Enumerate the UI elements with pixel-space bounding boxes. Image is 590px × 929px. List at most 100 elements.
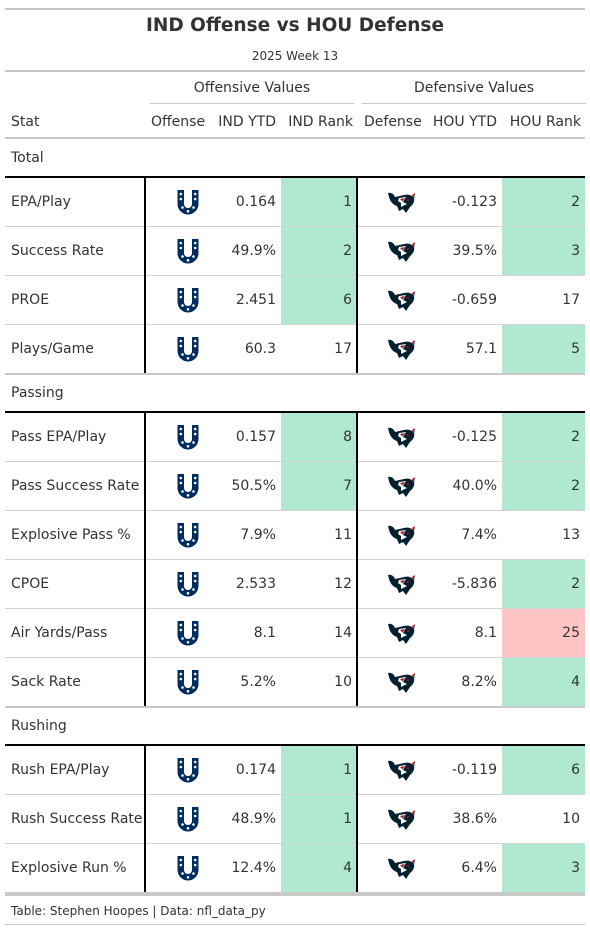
stat-name: Explosive Pass % <box>11 527 131 543</box>
ind-rank-value: 6 <box>281 276 357 324</box>
hou-ytd-value: 8.1 <box>474 625 497 641</box>
row-divider <box>5 843 585 844</box>
texans-logo-icon <box>386 336 416 366</box>
ind-ytd-value: 49.9% <box>231 243 276 259</box>
ind-rank-text: 14 <box>334 625 352 641</box>
bottom-rule <box>5 924 585 925</box>
ind-rank-text: 12 <box>334 576 352 592</box>
colts-logo-icon <box>173 333 203 369</box>
texans-logo-icon <box>386 757 416 787</box>
col-header-ind-rank: IND Rank <box>288 114 353 130</box>
row-divider <box>5 461 585 462</box>
stat-name: Pass EPA/Play <box>11 429 107 445</box>
col-header-ind-ytd: IND YTD <box>218 114 276 130</box>
texans-logo-icon <box>386 238 416 268</box>
ind-rank-text: 6 <box>343 292 352 308</box>
stat-name: Explosive Run % <box>11 860 127 876</box>
ind-rank-value: 1 <box>281 795 357 843</box>
top-rule <box>5 8 585 10</box>
row-divider <box>5 657 585 658</box>
hou-ytd-value: -5.836 <box>451 576 497 592</box>
section-label-rushing: Rushing <box>11 718 67 734</box>
hou-rank-text: 2 <box>571 576 580 592</box>
hou-rank-text: 13 <box>562 527 580 543</box>
col-header-hou-rank: HOU Rank <box>509 114 581 130</box>
table-row: Rush Success Rate 48.9% 1 38.6% 10 <box>5 795 585 844</box>
table-row: Rush EPA/Play 0.174 1 -0.119 6 <box>5 746 585 795</box>
ind-ytd-value: 2.533 <box>235 576 276 592</box>
colts-logo-icon <box>173 754 203 790</box>
table-row: EPA/Play 0.164 1 -0.123 2 <box>5 178 585 227</box>
stat-name: Air Yards/Pass <box>11 625 108 641</box>
col-header-defense: Defense <box>364 114 422 130</box>
hou-rank-text: 25 <box>562 625 580 641</box>
hou-rank-text: 2 <box>571 478 580 494</box>
ind-rank-text: 1 <box>343 194 352 210</box>
texans-logo-icon <box>386 424 416 454</box>
stat-name: CPOE <box>11 576 50 592</box>
hou-rank-text: 3 <box>571 860 580 876</box>
colts-logo-icon <box>173 235 203 271</box>
section-bottom-rule <box>5 706 585 708</box>
hou-rank-value: 17 <box>502 276 585 324</box>
ind-rank-value: 2 <box>281 227 357 275</box>
section-label-total: Total <box>11 150 44 166</box>
ind-rank-value: 4 <box>281 844 357 892</box>
ind-rank-value: 14 <box>281 609 357 657</box>
hou-rank-value: 2 <box>502 178 585 226</box>
hou-ytd-value: -0.125 <box>451 429 497 445</box>
hou-rank-text: 6 <box>571 762 580 778</box>
table-row: Air Yards/Pass 8.1 14 8.1 25 <box>5 609 585 658</box>
row-divider <box>5 324 585 325</box>
hou-ytd-value: 38.6% <box>452 811 497 827</box>
hou-ytd-value: 6.4% <box>461 860 497 876</box>
table-row: Explosive Run % 12.4% 4 6.4% 3 <box>5 844 585 893</box>
ind-rank-text: 1 <box>343 762 352 778</box>
texans-logo-icon <box>386 571 416 601</box>
footer-rule <box>5 894 585 896</box>
ind-rank-value: 12 <box>281 560 357 608</box>
row-divider <box>5 226 585 227</box>
ind-ytd-value: 60.3 <box>244 341 276 357</box>
ind-ytd-value: 0.157 <box>235 429 276 445</box>
stat-name: Rush EPA/Play <box>11 762 110 778</box>
stat-name: Success Rate <box>11 243 104 259</box>
ind-ytd-value: 50.5% <box>231 478 276 494</box>
hou-rank-text: 5 <box>571 341 580 357</box>
hou-rank-value: 10 <box>502 795 585 843</box>
spanner-offensive-values: Offensive Values <box>193 80 311 96</box>
colts-logo-icon <box>173 421 203 457</box>
texans-logo-icon <box>386 473 416 503</box>
ind-rank-value: 11 <box>281 511 357 559</box>
hou-ytd-value: -0.119 <box>451 762 497 778</box>
stat-name: PROE <box>11 292 50 308</box>
hou-ytd-value: 8.2% <box>461 674 497 690</box>
row-divider <box>5 608 585 609</box>
hou-ytd-value: 40.0% <box>452 478 497 494</box>
stat-name: Plays/Game <box>11 341 94 357</box>
colts-logo-icon <box>173 852 203 888</box>
colts-logo-icon <box>173 284 203 320</box>
stat-name: EPA/Play <box>11 194 71 210</box>
hou-rank-text: 17 <box>562 292 580 308</box>
group-divider-left <box>144 745 146 892</box>
colts-logo-icon <box>173 470 203 506</box>
row-divider <box>5 794 585 795</box>
table-row: PROE 2.451 6 -0.659 17 <box>5 276 585 325</box>
row-divider <box>5 510 585 511</box>
spanner-defensive-values: Defensive Values <box>413 80 535 96</box>
hou-rank-value: 13 <box>502 511 585 559</box>
ind-rank-text: 7 <box>343 478 352 494</box>
column-header-rule <box>5 137 585 139</box>
ind-ytd-value: 48.9% <box>231 811 276 827</box>
ind-ytd-value: 0.164 <box>235 194 276 210</box>
table-row: CPOE 2.533 12 -5.836 2 <box>5 560 585 609</box>
texans-logo-icon <box>386 287 416 317</box>
section-bottom-rule <box>5 892 585 894</box>
ind-ytd-value: 5.2% <box>240 674 276 690</box>
row-divider <box>5 559 585 560</box>
ind-ytd-value: 7.9% <box>240 527 276 543</box>
hou-rank-value: 4 <box>502 658 585 706</box>
texans-logo-icon <box>386 806 416 836</box>
